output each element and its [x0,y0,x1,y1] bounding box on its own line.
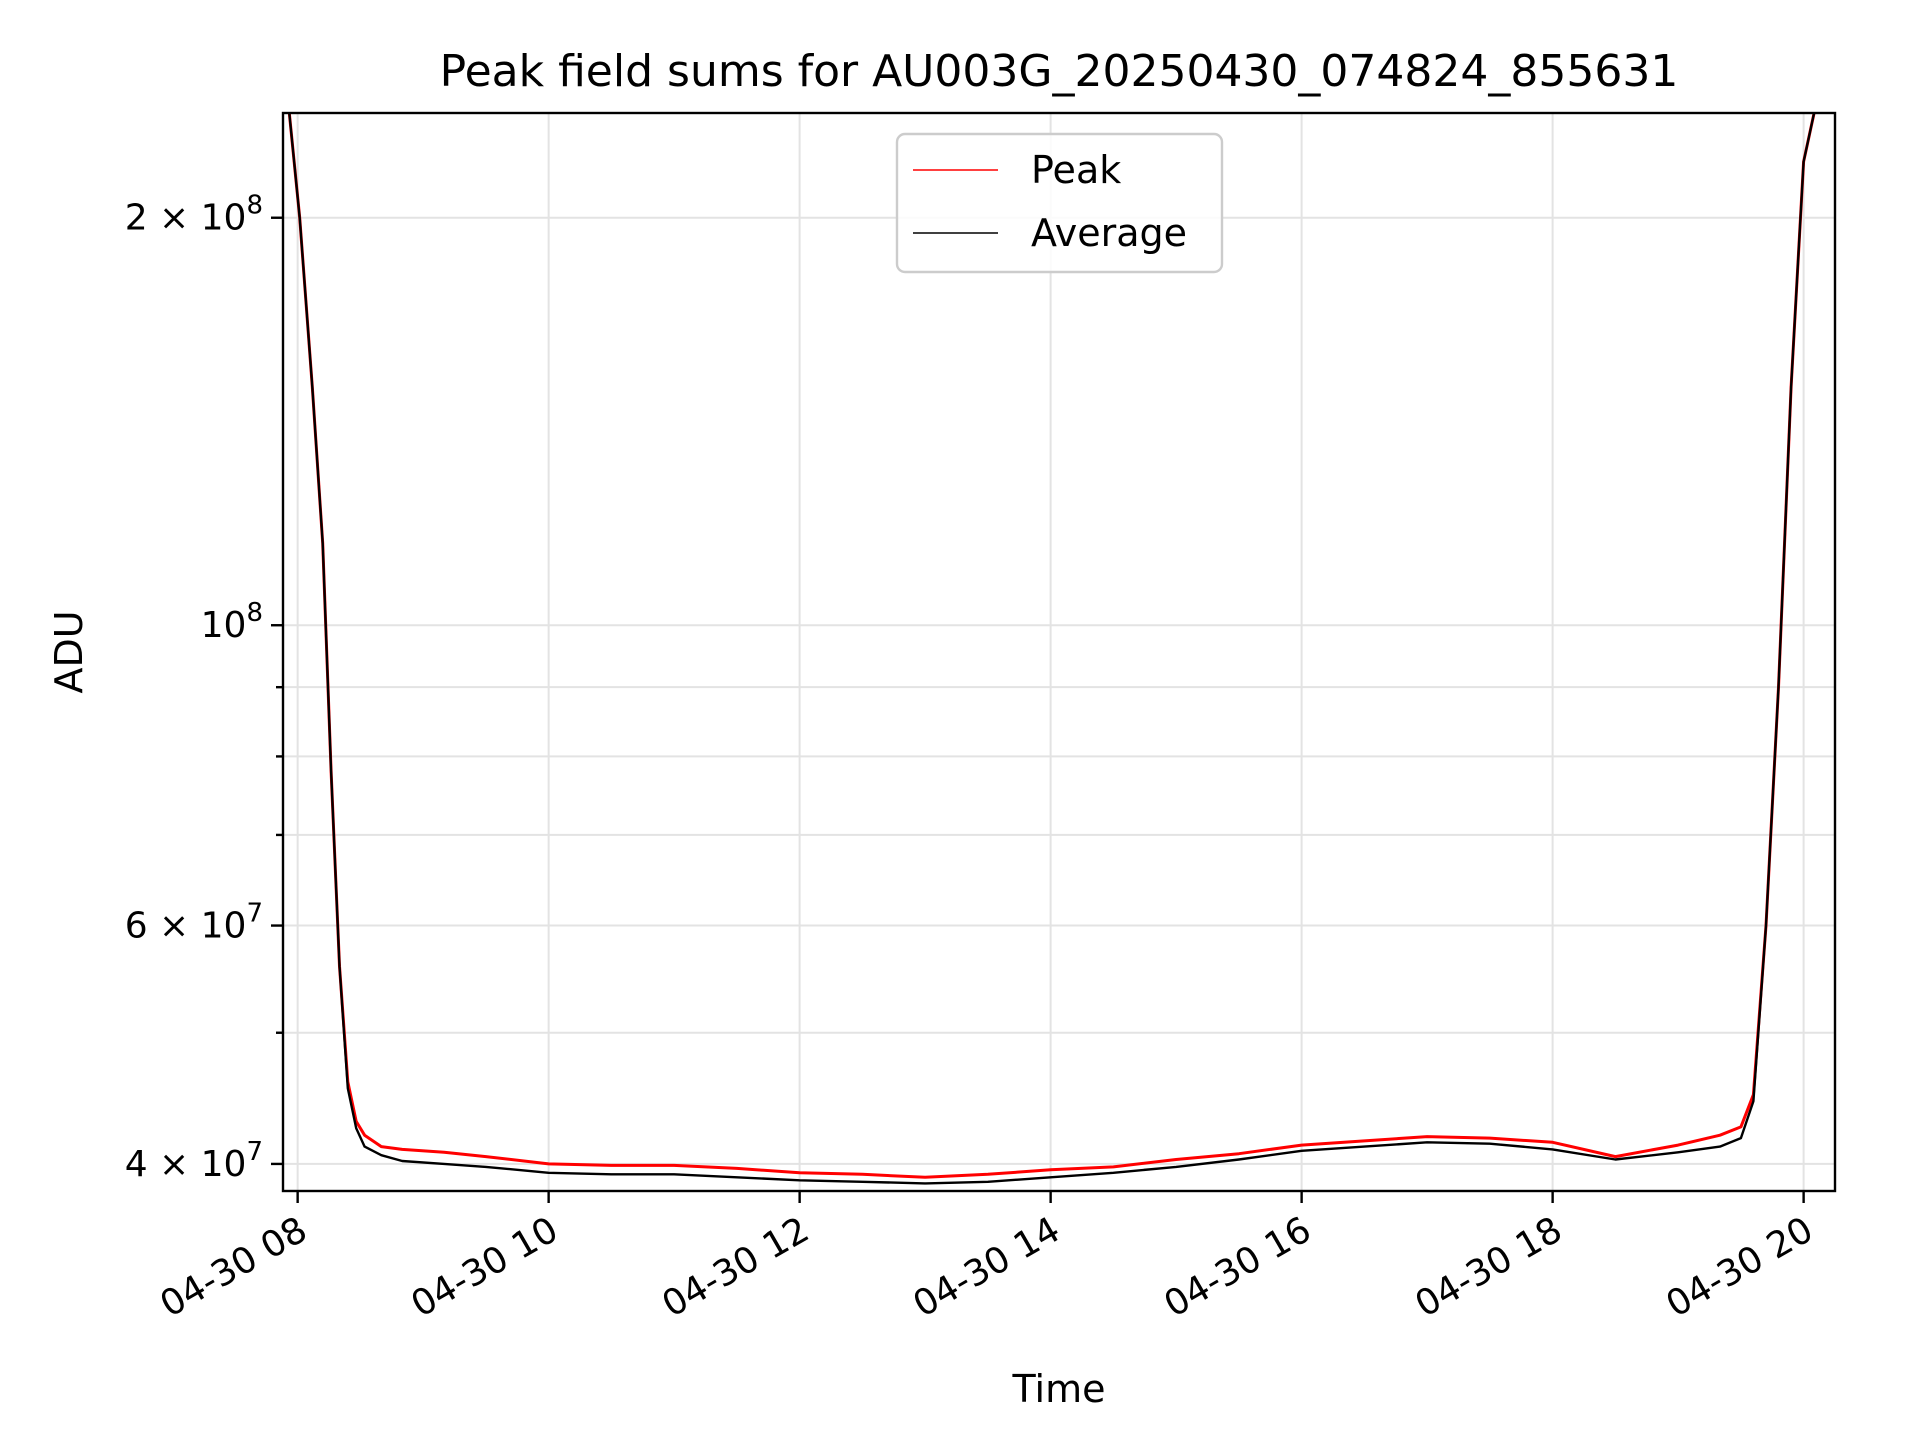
x-tick-label: 04-30 16 [1157,1209,1318,1325]
grid-layer [283,113,1835,1191]
series-line-average [288,113,1816,1185]
y-tick-label: 2 × 108 [125,191,263,239]
x-tick-label: 04-30 14 [906,1209,1067,1325]
y-tick-label: 4 × 107 [125,1137,263,1185]
x-tick-label: 04-30 10 [404,1209,565,1325]
plot-frame [281,111,1837,1193]
legend-box [895,132,1224,274]
y-axis-label: ADU [47,610,91,693]
x-axis-label: Time [1012,1367,1106,1411]
y-tick-label: 6 × 107 [125,899,263,947]
series-layer [287,113,1816,1185]
ticks-layer: 04-30 08 04-30 10 04-30 12 04-30 14 04-30 16… [125,191,1820,1326]
x-tick-label: 04-30 20 [1659,1209,1820,1325]
chart-title: Peak field sums for AU003G_20250430_0748… [440,46,1679,97]
x-tick-label: 04-30 12 [655,1209,816,1325]
y-tick-label: 108 [201,598,263,646]
x-tick-label: 04-30 08 [153,1209,314,1325]
legend-label-average: Average [1031,211,1187,255]
legend-label-peak: Peak [1031,148,1121,192]
series-line-peak [287,113,1816,1179]
x-tick-label: 04-30 18 [1408,1209,1569,1325]
legend: Peak Average [895,132,1224,274]
